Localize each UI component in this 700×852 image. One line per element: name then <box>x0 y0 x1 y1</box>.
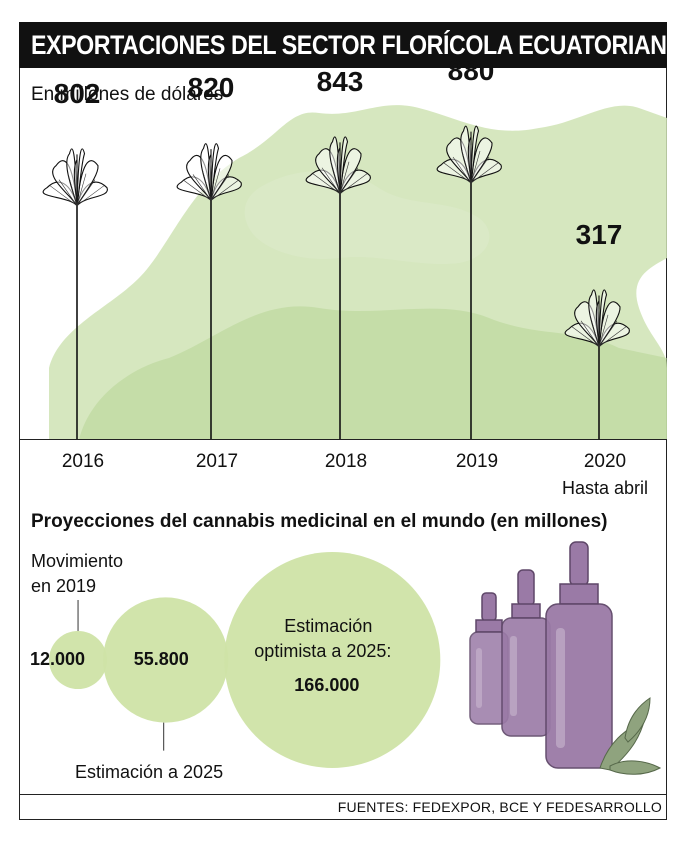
flower-vein <box>580 320 600 347</box>
flower-vein <box>598 326 627 348</box>
flower-vein <box>201 168 212 201</box>
flower-petal <box>470 125 480 184</box>
flower-bar-2017 <box>176 143 242 439</box>
dropper-bottles-illustration <box>469 541 662 775</box>
flower-vein <box>470 162 499 184</box>
bubble-3 <box>224 552 441 768</box>
flower-vein <box>210 168 221 201</box>
flower-vein <box>192 174 212 201</box>
bubble-value-optimista: 166.000 <box>294 675 360 695</box>
x-axis-baseline <box>19 439 667 440</box>
flower-vein <box>339 167 359 194</box>
year-label-2020: 2020 <box>583 451 627 472</box>
bubble-label-2025: Estimación a 2025 <box>75 762 224 782</box>
flower-vein <box>183 180 212 201</box>
source-divider <box>19 794 667 795</box>
chart-title: EXPORTACIONES DEL SECTOR FLORÍCOLA ECUAT… <box>31 30 685 60</box>
cannabis-section-title: Proyecciones del cannabis medicinal en e… <box>31 511 608 532</box>
bubble-value-2025: 55.800 <box>133 649 189 669</box>
bubble-2 <box>103 597 229 723</box>
year-note-2020: Hasta abril <box>561 478 649 498</box>
flower-petal <box>76 148 86 206</box>
year-label-2016: 2016 <box>61 451 105 472</box>
flower-vein <box>321 167 341 194</box>
bubble-label-optimista-line1: Estimación <box>284 616 373 636</box>
bubble-label-2019-line2: en 2019 <box>31 576 97 596</box>
flower-petal <box>76 160 99 206</box>
unit-label: En millones de dólares <box>31 84 224 105</box>
flower-petal <box>339 136 349 194</box>
flower-bar-2018 <box>305 136 371 439</box>
flower-petal <box>210 155 233 201</box>
flower-bar-2016 <box>42 148 108 439</box>
flower-petal <box>339 148 362 195</box>
flower-vein <box>589 314 600 347</box>
year-label-2018: 2018 <box>324 451 368 472</box>
flower-vein <box>312 173 341 195</box>
flower-vein <box>210 174 230 201</box>
flower-vein <box>49 185 78 206</box>
flower-vein <box>339 161 350 194</box>
flower-vein <box>67 173 78 206</box>
flower-vein <box>571 326 600 348</box>
flower-petal <box>598 301 621 348</box>
value-label-2018: 843 <box>316 65 364 97</box>
flower-petal <box>470 137 493 184</box>
flower-petal <box>598 289 608 347</box>
flower-vein <box>598 320 618 347</box>
bubble-label-2019-line1: Movimiento <box>31 551 124 571</box>
value-label-2016: 802 <box>53 77 101 109</box>
bubble-value-2019: 12.000 <box>30 649 86 669</box>
flower-vein <box>443 162 472 184</box>
flower-vein <box>330 161 341 194</box>
flower-vein <box>339 173 368 195</box>
flower-vein <box>76 173 87 206</box>
source-note: FUENTES: FEDEXPOR, BCE Y FEDESARROLLO <box>337 799 662 815</box>
flower-vein <box>452 156 472 184</box>
bubble-1 <box>49 630 108 690</box>
flower-vein <box>58 179 78 206</box>
flower-petal <box>210 143 220 201</box>
flower-vein <box>76 185 105 206</box>
bubble-chart <box>49 552 441 768</box>
value-label-2017: 820 <box>187 72 235 104</box>
flower-bar-chart <box>42 125 630 439</box>
value-label-2020: 317 <box>575 218 623 250</box>
bubble-label-optimista-line2: optimista a 2025: <box>254 641 392 661</box>
title-bar: EXPORTACIONES DEL SECTOR FLORÍCOLA ECUAT… <box>19 22 685 68</box>
flower-bar-2020 <box>564 289 630 439</box>
value-label-2019: 880 <box>447 55 495 86</box>
year-label-2017: 2017 <box>195 451 239 472</box>
flower-vein <box>76 179 96 206</box>
flower-vein <box>470 150 481 184</box>
flower-bar-2019 <box>436 125 502 439</box>
flower-vein <box>461 150 472 184</box>
flower-vein <box>210 180 239 201</box>
flower-vein <box>470 156 490 184</box>
flower-vein <box>598 314 609 347</box>
year-label-2019: 2019 <box>455 451 499 472</box>
